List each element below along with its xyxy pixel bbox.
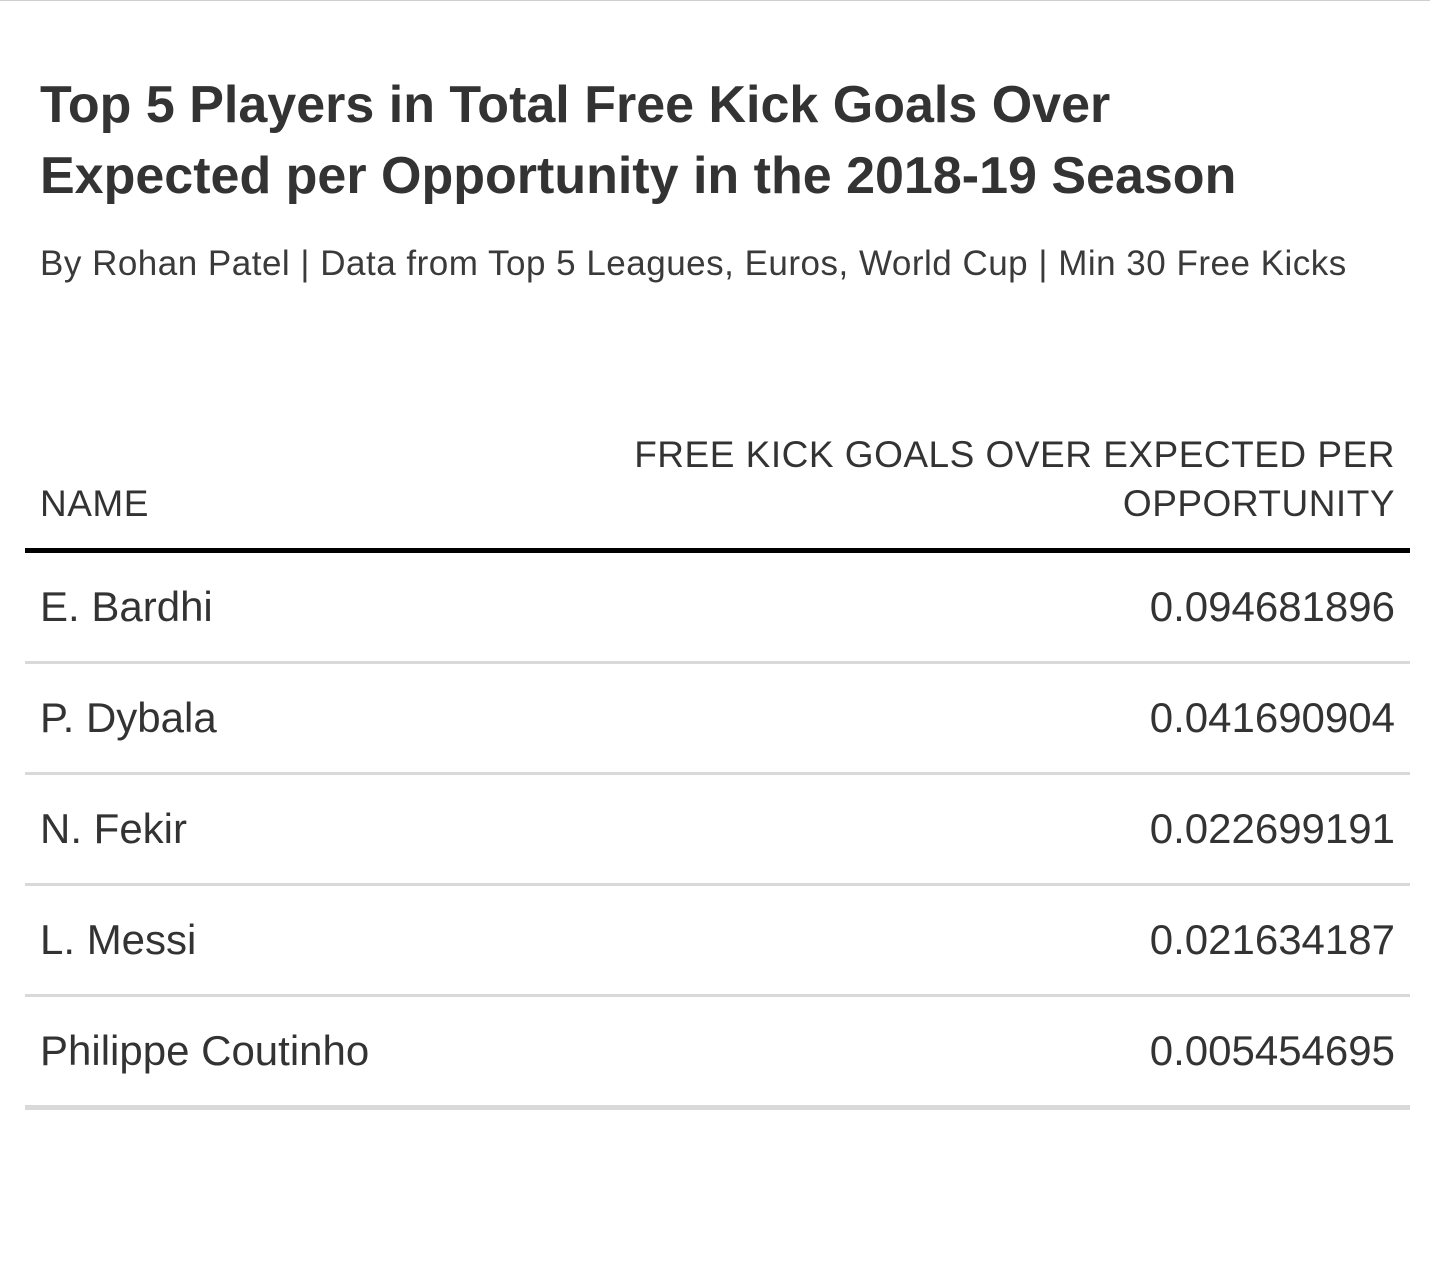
table-row: Philippe Coutinho 0.005454695	[25, 995, 1410, 1110]
chart-title: Top 5 Players in Total Free Kick Goals O…	[40, 76, 1237, 205]
column-header-value: FREE KICK GOALS OVER EXPECTED PER OPPORT…	[580, 430, 1410, 553]
table-row: E. Bardhi 0.094681896	[25, 550, 1410, 664]
player-name-cell: P. Dybala	[25, 662, 580, 775]
table-row: P. Dybala 0.041690904	[25, 662, 1410, 775]
data-table: NAME FREE KICK GOALS OVER EXPECTED PER O…	[25, 430, 1410, 1110]
header-row: NAME FREE KICK GOALS OVER EXPECTED PER O…	[25, 430, 1410, 553]
top-divider	[0, 0, 1430, 1]
value-cell: 0.094681896	[580, 550, 1410, 664]
table-row: L. Messi 0.021634187	[25, 884, 1410, 997]
value-cell: 0.021634187	[580, 884, 1410, 997]
value-cell: 0.022699191	[580, 773, 1410, 886]
player-name-cell: Philippe Coutinho	[25, 995, 580, 1110]
header-block: Top 5 Players in Total Free Kick Goals O…	[40, 70, 1395, 288]
column-header-name: NAME	[25, 430, 580, 553]
player-name-cell: L. Messi	[25, 884, 580, 997]
table-row: N. Fekir 0.022699191	[25, 773, 1410, 886]
player-name-cell: N. Fekir	[25, 773, 580, 886]
data-table-container: NAME FREE KICK GOALS OVER EXPECTED PER O…	[25, 430, 1410, 1110]
value-cell: 0.041690904	[580, 662, 1410, 775]
player-name-cell: E. Bardhi	[25, 550, 580, 664]
chart-subtitle: By Rohan Patel | Data from Top 5 Leagues…	[40, 244, 1347, 283]
value-cell: 0.005454695	[580, 995, 1410, 1110]
